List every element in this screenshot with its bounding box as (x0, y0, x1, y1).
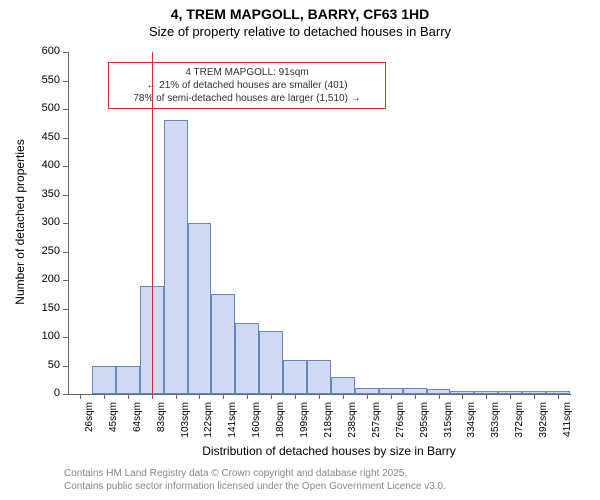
x-tick-label: 26sqm (84, 402, 95, 446)
x-tick-label: 180sqm (275, 402, 286, 446)
x-tick-label: 122sqm (203, 402, 214, 446)
x-axis-label: Distribution of detached houses by size … (179, 444, 479, 458)
footer-line2: Contains public sector information licen… (64, 481, 446, 492)
x-tick-label: 103sqm (180, 402, 191, 446)
x-tick (534, 394, 535, 399)
x-tick (343, 394, 344, 399)
y-tick-label: 400 (28, 159, 60, 171)
x-tick-label: 295sqm (419, 402, 430, 446)
x-tick (367, 394, 368, 399)
y-tick-label: 550 (28, 74, 60, 86)
y-tick (63, 223, 68, 224)
x-tick-label: 218sqm (323, 402, 334, 446)
x-tick (319, 394, 320, 399)
histogram-bar (283, 360, 307, 394)
annotation-box: 4 TREM MAPGOLL: 91sqm ← 21% of detached … (108, 62, 386, 109)
x-tick (391, 394, 392, 399)
x-tick (199, 394, 200, 399)
y-tick (63, 166, 68, 167)
x-tick (223, 394, 224, 399)
x-tick-label: 334sqm (466, 402, 477, 446)
y-axis-label: Number of detached properties (13, 122, 27, 322)
x-tick-label: 160sqm (251, 402, 262, 446)
x-tick (510, 394, 511, 399)
footer-line1: Contains HM Land Registry data © Crown c… (64, 468, 407, 479)
x-tick-label: 315sqm (443, 402, 454, 446)
y-tick-label: 150 (28, 302, 60, 314)
x-tick (295, 394, 296, 399)
x-tick (104, 394, 105, 399)
x-tick-label: 257sqm (371, 402, 382, 446)
histogram-bar (92, 366, 116, 395)
x-tick-label: 141sqm (227, 402, 238, 446)
x-tick (176, 394, 177, 399)
histogram-bar (235, 323, 259, 394)
y-tick-label: 450 (28, 131, 60, 143)
annotation-line2: ← 21% of detached houses are smaller (40… (115, 79, 379, 92)
y-tick (63, 252, 68, 253)
chart-container: 4, TREM MAPGOLL, BARRY, CF63 1HD Size of… (0, 0, 600, 500)
annotation-line1: 4 TREM MAPGOLL: 91sqm (115, 66, 379, 79)
x-tick (247, 394, 248, 399)
y-tick-label: 200 (28, 273, 60, 285)
histogram-bar (164, 120, 188, 394)
x-tick (439, 394, 440, 399)
y-tick-label: 300 (28, 216, 60, 228)
y-tick (63, 366, 68, 367)
chart-title-line1: 4, TREM MAPGOLL, BARRY, CF63 1HD (0, 0, 600, 22)
x-tick (80, 394, 81, 399)
y-tick (63, 309, 68, 310)
y-tick-label: 250 (28, 245, 60, 257)
histogram-bar (116, 366, 140, 395)
annotation-line3: 78% of semi-detached houses are larger (… (115, 92, 379, 105)
x-tick (271, 394, 272, 399)
histogram-bar (188, 223, 212, 394)
y-tick-label: 600 (28, 45, 60, 57)
x-tick-label: 83sqm (156, 402, 167, 446)
x-tick-label: 276sqm (395, 402, 406, 446)
histogram-bar (331, 377, 355, 394)
x-tick (558, 394, 559, 399)
y-tick-label: 50 (28, 359, 60, 371)
histogram-bar (259, 331, 283, 394)
y-tick (63, 394, 68, 395)
y-tick (63, 195, 68, 196)
chart-title-line2: Size of property relative to detached ho… (0, 22, 600, 39)
histogram-bar (211, 294, 235, 394)
x-tick-label: 353sqm (490, 402, 501, 446)
histogram-bar (307, 360, 331, 394)
x-tick-label: 411sqm (562, 402, 573, 446)
y-tick (63, 81, 68, 82)
x-tick-label: 238sqm (347, 402, 358, 446)
x-tick (128, 394, 129, 399)
property-marker-line (152, 52, 153, 394)
x-tick (415, 394, 416, 399)
y-tick (63, 337, 68, 338)
x-tick-label: 392sqm (538, 402, 549, 446)
y-tick-label: 350 (28, 188, 60, 200)
y-tick-label: 500 (28, 102, 60, 114)
y-tick (63, 280, 68, 281)
x-tick-label: 64sqm (132, 402, 143, 446)
x-tick-label: 199sqm (299, 402, 310, 446)
x-tick (462, 394, 463, 399)
y-tick (63, 52, 68, 53)
y-tick-label: 100 (28, 330, 60, 342)
x-tick (486, 394, 487, 399)
x-tick (152, 394, 153, 399)
y-tick-label: 0 (28, 387, 60, 399)
y-tick (63, 138, 68, 139)
x-tick-label: 372sqm (514, 402, 525, 446)
y-tick (63, 109, 68, 110)
x-tick-label: 45sqm (108, 402, 119, 446)
